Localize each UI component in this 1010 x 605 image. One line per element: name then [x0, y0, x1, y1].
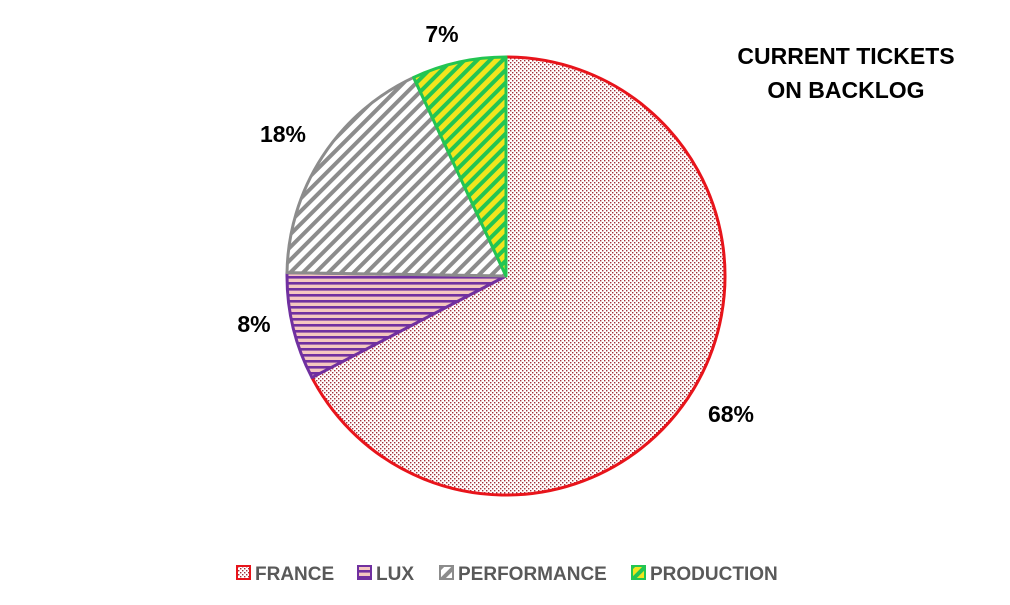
legend-label-production: PRODUCTION — [650, 564, 778, 585]
chart-title-line-2: ON BACKLOG — [767, 77, 924, 103]
legend-swatch-france — [236, 565, 251, 580]
legend-item-lux[interactable]: LUX — [357, 564, 414, 585]
legend-swatch-performance — [439, 565, 454, 580]
pie-slice-production[interactable] — [412, 55, 508, 278]
data-label-france: 68% — [708, 401, 754, 427]
legend-item-production[interactable]: PRODUCTION — [631, 564, 778, 585]
data-label-production: 7% — [425, 21, 458, 47]
chart-title-line-1: CURRENT TICKETS — [737, 43, 954, 69]
data-label-lux: 8% — [237, 311, 270, 337]
legend-item-performance[interactable]: PERFORMANCE — [439, 564, 607, 585]
legend-label-performance: PERFORMANCE — [458, 564, 607, 585]
pie-slice-performance[interactable] — [285, 75, 508, 278]
pie-slice-lux[interactable] — [285, 271, 508, 380]
pie-slice-france[interactable] — [310, 55, 727, 497]
legend-swatch-lux — [357, 565, 372, 580]
legend-item-france[interactable]: FRANCE — [236, 564, 334, 585]
legend: FRANCE LUX PERFORMANCE PRODUCTION — [236, 564, 778, 585]
legend-label-lux: LUX — [376, 564, 414, 585]
legend-label-france: FRANCE — [255, 564, 334, 585]
data-label-performance: 18% — [260, 121, 306, 147]
legend-swatch-production — [631, 565, 646, 580]
